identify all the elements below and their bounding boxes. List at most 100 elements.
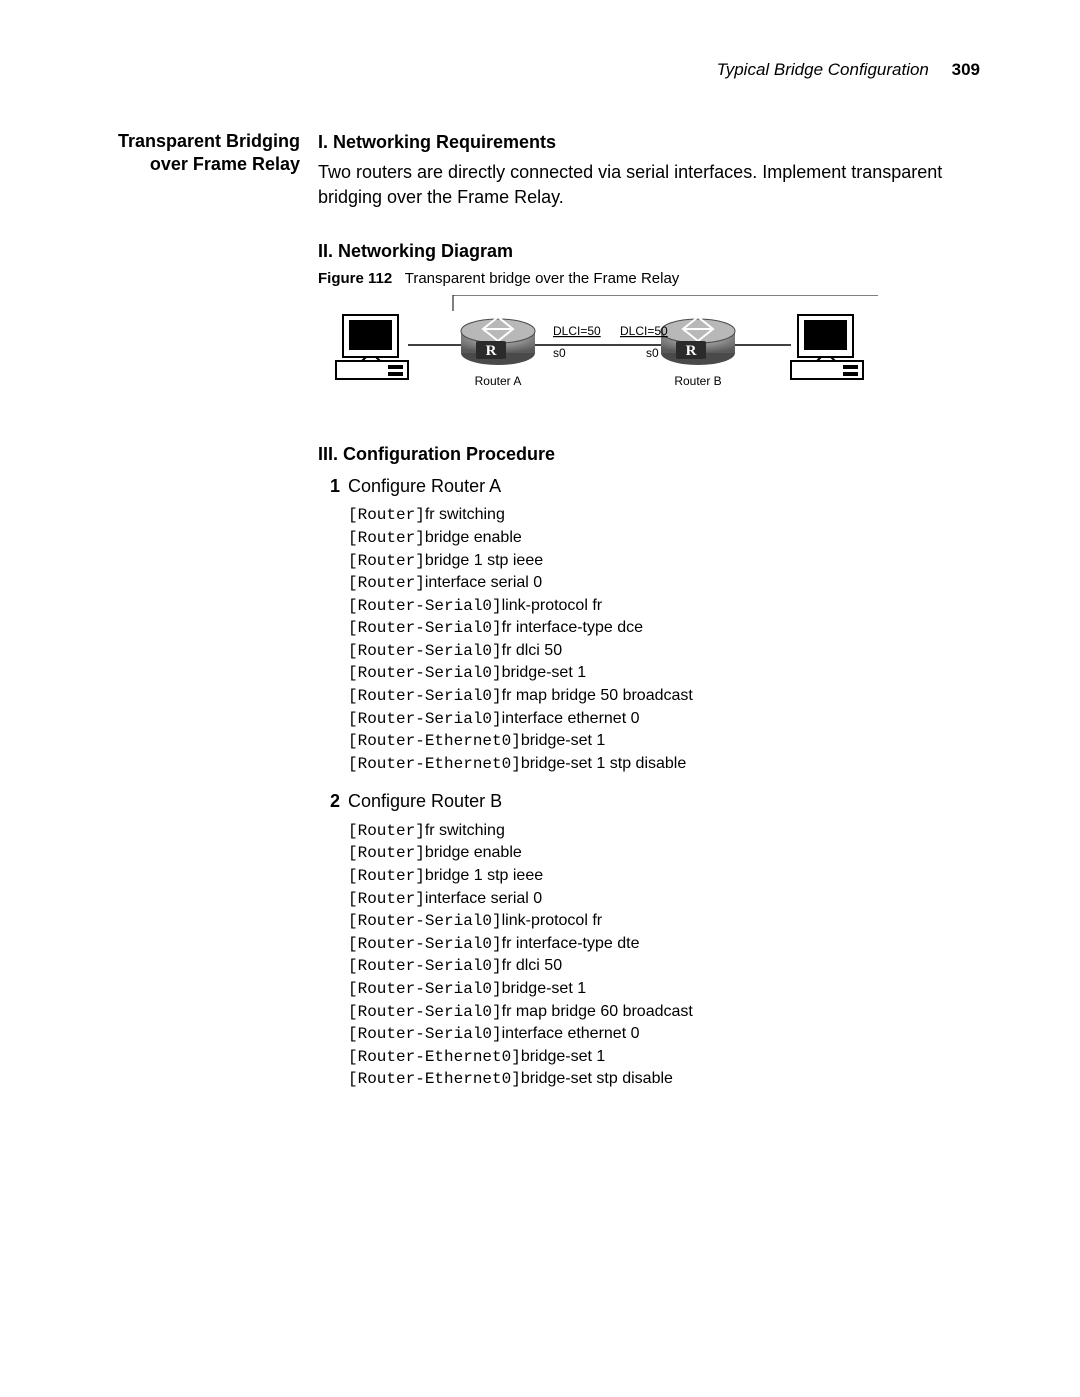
code-line: [Router-Serial0]fr dlci 50 bbox=[348, 640, 980, 663]
section-title-line1: Transparent Bridging bbox=[118, 131, 300, 151]
content: I. Networking Requirements Two routers a… bbox=[318, 130, 980, 1091]
step-1-number: 1 bbox=[318, 474, 340, 498]
code-line: [Router-Ethernet0]bridge-set 1 bbox=[348, 1046, 980, 1069]
code-command: interface serial 0 bbox=[425, 574, 542, 591]
pc-right-icon bbox=[791, 315, 863, 379]
code-prompt: [Router-Serial0] bbox=[348, 597, 502, 615]
code-command: bridge-set 1 bbox=[502, 980, 587, 997]
code-line: [Router-Serial0]fr interface-type dce bbox=[348, 617, 980, 640]
code-prompt: [Router-Ethernet0] bbox=[348, 1048, 521, 1066]
step-2-label: Configure Router B bbox=[348, 789, 502, 813]
code-prompt: [Router] bbox=[348, 867, 425, 885]
pc-left-icon bbox=[336, 315, 408, 379]
code-block-b: [Router]fr switching[Router]bridge enabl… bbox=[348, 820, 980, 1091]
code-line: [Router-Serial0]bridge-set 1 bbox=[348, 662, 980, 685]
code-prompt: [Router] bbox=[348, 552, 425, 570]
code-line: [Router-Serial0]bridge-set 1 bbox=[348, 978, 980, 1001]
code-line: [Router-Serial0]link-protocol fr bbox=[348, 910, 980, 933]
main-row: Transparent Bridging over Frame Relay I.… bbox=[100, 130, 980, 1091]
code-command: fr interface-type dte bbox=[502, 935, 640, 952]
code-line: [Router]bridge 1 stp ieee bbox=[348, 865, 980, 888]
code-line: [Router-Serial0]interface ethernet 0 bbox=[348, 708, 980, 731]
code-line: [Router-Serial0]fr map bridge 50 broadca… bbox=[348, 685, 980, 708]
chapter-title: Typical Bridge Configuration bbox=[717, 60, 929, 79]
page: Typical Bridge Configuration 309 Transpa… bbox=[0, 0, 1080, 1397]
code-command: interface ethernet 0 bbox=[502, 710, 640, 727]
code-prompt: [Router] bbox=[348, 890, 425, 908]
step-2-number: 2 bbox=[318, 789, 340, 813]
running-header: Typical Bridge Configuration 309 bbox=[100, 60, 980, 80]
code-command: bridge-set 1 bbox=[521, 732, 606, 749]
code-command: link-protocol fr bbox=[502, 597, 602, 614]
page-number: 309 bbox=[952, 60, 980, 79]
code-command: bridge-set stp disable bbox=[521, 1070, 673, 1087]
heading-diagram: II. Networking Diagram bbox=[318, 239, 980, 263]
step-1-label: Configure Router A bbox=[348, 474, 501, 498]
code-prompt: [Router-Serial0] bbox=[348, 687, 502, 705]
code-command: fr dlci 50 bbox=[502, 957, 562, 974]
code-line: [Router]bridge 1 stp ieee bbox=[348, 550, 980, 573]
section-title: Transparent Bridging over Frame Relay bbox=[100, 130, 318, 177]
router-glyph-b: R bbox=[686, 343, 697, 359]
code-prompt: [Router-Serial0] bbox=[348, 957, 502, 975]
router-a-label: Router A bbox=[475, 374, 522, 388]
network-diagram: R Router A R Router B DLCI= bbox=[318, 295, 878, 405]
code-prompt: [Router-Serial0] bbox=[348, 1025, 502, 1043]
dlci-b-label: DLCI=50 bbox=[620, 324, 668, 338]
code-line: [Router-Serial0]fr dlci 50 bbox=[348, 955, 980, 978]
code-prompt: [Router-Ethernet0] bbox=[348, 755, 521, 773]
code-line: [Router-Serial0]fr map bridge 60 broadca… bbox=[348, 1001, 980, 1024]
router-b-icon: R bbox=[661, 317, 735, 365]
requirements-body: Two routers are directly connected via s… bbox=[318, 160, 980, 209]
code-prompt: [Router] bbox=[348, 506, 425, 524]
code-command: fr map bridge 60 broadcast bbox=[502, 1003, 693, 1020]
code-command: bridge enable bbox=[425, 844, 522, 861]
code-command: bridge 1 stp ieee bbox=[425, 552, 543, 569]
step-1: 1 Configure Router A bbox=[318, 474, 980, 498]
heading-procedure: III. Configuration Procedure bbox=[318, 442, 980, 466]
code-prompt: [Router-Serial0] bbox=[348, 1003, 502, 1021]
code-line: [Router-Ethernet0]bridge-set stp disable bbox=[348, 1068, 980, 1091]
code-line: [Router]bridge enable bbox=[348, 842, 980, 865]
dlci-a-label: DLCI=50 bbox=[553, 324, 601, 338]
code-line: [Router]fr switching bbox=[348, 504, 980, 527]
figure-label: Figure 112 bbox=[318, 270, 392, 287]
code-block-a: [Router]fr switching[Router]bridge enabl… bbox=[348, 504, 980, 775]
router-glyph-a: R bbox=[486, 343, 497, 359]
figure-caption-text: Transparent bridge over the Frame Relay bbox=[405, 270, 680, 287]
code-command: fr interface-type dce bbox=[502, 619, 643, 636]
code-prompt: [Router-Serial0] bbox=[348, 935, 502, 953]
code-prompt: [Router-Serial0] bbox=[348, 710, 502, 728]
code-prompt: [Router] bbox=[348, 574, 425, 592]
code-prompt: [Router-Serial0] bbox=[348, 912, 502, 930]
step-2: 2 Configure Router B bbox=[318, 789, 980, 813]
code-prompt: [Router-Ethernet0] bbox=[348, 732, 521, 750]
router-a-icon: R bbox=[461, 317, 535, 365]
code-prompt: [Router] bbox=[348, 529, 425, 547]
code-line: [Router-Serial0]fr interface-type dte bbox=[348, 933, 980, 956]
section-title-line2: over Frame Relay bbox=[150, 154, 300, 174]
port-b-label: s0 bbox=[646, 346, 659, 360]
code-prompt: [Router-Serial0] bbox=[348, 619, 502, 637]
code-line: [Router]interface serial 0 bbox=[348, 572, 980, 595]
code-command: fr switching bbox=[425, 506, 505, 523]
code-line: [Router]interface serial 0 bbox=[348, 888, 980, 911]
code-command: fr switching bbox=[425, 822, 505, 839]
code-line: [Router]fr switching bbox=[348, 820, 980, 843]
code-line: [Router-Serial0]link-protocol fr bbox=[348, 595, 980, 618]
code-command: link-protocol fr bbox=[502, 912, 602, 929]
heading-requirements: I. Networking Requirements bbox=[318, 130, 980, 154]
code-prompt: [Router] bbox=[348, 844, 425, 862]
code-line: [Router-Ethernet0]bridge-set 1 stp disab… bbox=[348, 753, 980, 776]
code-command: bridge enable bbox=[425, 529, 522, 546]
code-line: [Router-Ethernet0]bridge-set 1 bbox=[348, 730, 980, 753]
code-prompt: [Router-Serial0] bbox=[348, 664, 502, 682]
code-line: [Router]bridge enable bbox=[348, 527, 980, 550]
code-command: bridge-set 1 stp disable bbox=[521, 755, 686, 772]
code-command: fr dlci 50 bbox=[502, 642, 562, 659]
router-b-label: Router B bbox=[674, 374, 721, 388]
code-command: bridge-set 1 bbox=[521, 1048, 606, 1065]
code-prompt: [Router] bbox=[348, 822, 425, 840]
code-command: bridge-set 1 bbox=[502, 664, 587, 681]
figure-caption: Figure 112 Transparent bridge over the F… bbox=[318, 269, 980, 289]
